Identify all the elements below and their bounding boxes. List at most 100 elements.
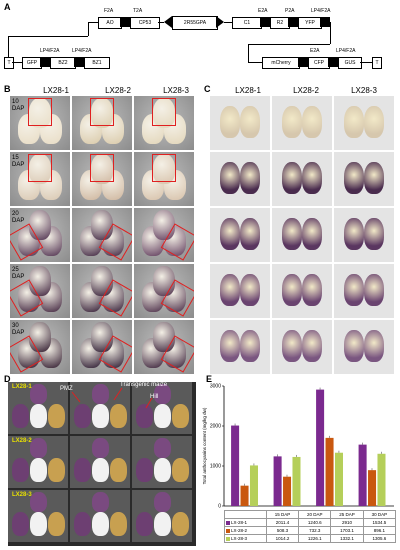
kernel-section <box>302 162 322 194</box>
kernel-section <box>282 162 302 194</box>
table-value: 1014.2 <box>265 534 300 543</box>
panel-d-photo <box>132 436 192 488</box>
bar <box>273 456 282 506</box>
kernel-top <box>154 384 171 404</box>
panel-d-row-1-label: LX28-1 <box>12 384 32 390</box>
box-black-7 <box>298 57 308 67</box>
bar <box>316 389 325 506</box>
kernel <box>153 154 175 184</box>
kernel-section <box>240 106 260 138</box>
construct-line-top-mid2 <box>224 22 232 23</box>
tag-p2a: P2A <box>285 8 295 14</box>
anthocyanin-bar-chart: 0 1000 2000 3000 Total anthocyanins content … <box>202 384 394 510</box>
kernel-section <box>282 106 302 138</box>
y-tick-label: 1000 <box>210 464 221 470</box>
panel-b-col-1: LX28-1 <box>43 86 69 95</box>
kernel <box>153 322 175 352</box>
panel-d-photo <box>8 382 68 434</box>
kernel-section <box>344 106 364 138</box>
kernel <box>12 458 29 482</box>
highlight-box <box>90 154 114 182</box>
series-name: LX-28-2 <box>224 526 267 535</box>
panel-b-photo <box>72 96 132 150</box>
panel-d-photo <box>132 490 192 542</box>
panel-d-photo <box>70 382 130 434</box>
bar <box>249 465 258 506</box>
kernel-section <box>282 274 302 306</box>
panel-b-photo: 25 DAP <box>10 264 70 318</box>
panel-d-photo <box>8 436 68 488</box>
kernel <box>136 458 153 482</box>
y-tick-label: 3000 <box>210 384 221 390</box>
kernel <box>136 512 153 536</box>
kernel-section <box>364 106 384 138</box>
table-value: 1703.1 <box>330 526 364 535</box>
construct-line-left-row <box>12 62 22 63</box>
panel-d-photo <box>70 436 130 488</box>
kernel <box>92 404 109 428</box>
kernel <box>29 266 51 296</box>
construct-line-right-row <box>248 44 330 45</box>
panel-c-photo <box>272 320 332 374</box>
kernel-top <box>92 384 109 404</box>
highlight-box <box>152 154 176 182</box>
connector-right <box>330 22 331 44</box>
tag-lp4f2a-top: LP4/F2A <box>311 8 331 14</box>
chart-data-table: 15 DAP 20 DAP 25 DAP 30 DAP LX-28-1 2011.4 124… <box>224 510 397 543</box>
panel-c-col-3: LX28-3 <box>351 86 377 95</box>
box-black-8 <box>328 57 338 67</box>
panel-c-col-2: LX28-2 <box>293 86 319 95</box>
panel-c-label: C <box>204 84 211 94</box>
y-axis-label: Total anthocyanins content (mg/kg dw) <box>202 407 207 484</box>
y-tick-label: 0 <box>218 504 221 510</box>
panel-c-photo-grid <box>210 96 396 374</box>
table-value: 2011.4 <box>265 518 300 527</box>
panel-b-photo-grid: 10 DAP 15 DAP 20 DAP 25 DAP 30 DAP <box>10 96 196 374</box>
kernel-section <box>220 218 240 250</box>
panel-c-photo <box>334 96 394 150</box>
panel-b-photo <box>134 264 194 318</box>
kernel-top <box>30 384 47 404</box>
box-r2: R2 <box>270 17 290 29</box>
kernel <box>74 404 91 428</box>
table-category: 30 DAP <box>362 510 397 519</box>
tag-lp4f2a-left1: LP4/F2A <box>40 48 60 54</box>
table-category: 20 DAP <box>298 510 332 519</box>
kernel-section <box>344 162 364 194</box>
panel-b-label: B <box>4 84 11 94</box>
kernel <box>136 404 153 428</box>
bar <box>334 452 343 506</box>
panel-b-photo: 30 DAP <box>10 320 70 374</box>
panel-c-col-1: LX28-1 <box>235 86 261 95</box>
legend-swatch <box>226 536 230 541</box>
kernel-section <box>364 218 384 250</box>
panel-c-photo <box>334 264 394 318</box>
dap-label: 15 DAP <box>12 155 25 168</box>
legend-swatch <box>226 528 230 533</box>
panel-d-photo-grid <box>8 382 196 546</box>
kernel-section <box>302 218 322 250</box>
promoter-arrow-right <box>216 16 224 28</box>
panel-d-row-2-label: LX28-2 <box>12 438 32 444</box>
kernel-section <box>364 274 384 306</box>
arrow-pmz <box>71 391 81 403</box>
kernel-section <box>220 274 240 306</box>
construct-diagram: F2A T2A E2A P2A LP4/F2A AO CP53 2R55GPA … <box>0 0 400 80</box>
box-black-4 <box>320 17 330 27</box>
kernel-section <box>282 218 302 250</box>
kernel <box>110 458 127 482</box>
kernel-section <box>240 218 260 250</box>
kernel <box>48 512 65 536</box>
kernel-section <box>240 330 260 362</box>
panel-c-photo <box>334 208 394 262</box>
construct-line-top-mid <box>158 22 164 23</box>
connector-left <box>88 22 89 36</box>
kernel <box>172 458 189 482</box>
panel-c-photo <box>334 152 394 206</box>
construct-line-right-end <box>360 62 372 63</box>
panel-b-photo: 15 DAP <box>10 152 70 206</box>
panel-b-col-3: LX28-3 <box>163 86 189 95</box>
kernel-top <box>92 438 109 458</box>
kernel <box>91 98 113 128</box>
box-black-6 <box>74 57 84 67</box>
